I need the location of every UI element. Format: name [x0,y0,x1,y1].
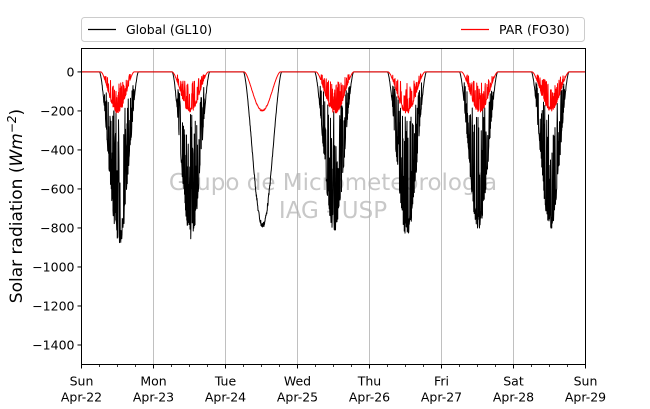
x-tick-weekday: Sat [503,374,524,389]
x-tick-date: Apr-25 [277,390,318,405]
grid-lines [153,48,514,365]
y-axis-label: Solar radiation (Wm−2) [5,109,27,303]
y-tick-label: −800 [40,220,74,235]
x-tick-weekday: Sun [70,374,94,389]
x-tick-weekday: Mon [140,374,166,389]
x-tick-date: Apr-23 [133,390,174,405]
y-tick-label: −1400 [32,337,74,352]
y-tick-label: −1000 [32,259,74,274]
x-tick-date: Apr-29 [565,390,606,405]
legend-frame [81,17,585,42]
y-tick-label: −200 [40,103,74,118]
series-line-par [81,71,586,114]
x-tick-weekday: Tue [214,374,237,389]
y-tick-label: −600 [40,181,74,196]
x-tick-weekday: Sun [574,374,598,389]
x-tick-weekday: Thu [357,374,381,389]
y-tick-label: −400 [40,142,74,157]
legend-label-global: Global (GL10) [126,22,212,37]
y-tick-label: 0 [67,64,75,79]
x-tick-date: Apr-26 [349,390,390,405]
legend-label-par: PAR (FO30) [499,22,570,37]
x-tick-date: Apr-27 [421,390,462,405]
x-tick-weekday: Fri [434,374,449,389]
x-tick-weekday: Wed [284,374,311,389]
plot-area [81,71,586,244]
legend: Global (GL10) PAR (FO30) [81,17,585,42]
y-axis: 0 −200 −400 −600 −800 −1000 −1200 −1400 [32,64,82,352]
x-tick-date: Apr-22 [61,390,102,405]
x-tick-date: Apr-24 [205,390,246,405]
x-tick-date: Apr-28 [493,390,534,405]
y-tick-label: −1200 [32,298,74,313]
x-axis: SunApr-22MonApr-23TueApr-24WedApr-25ThuA… [61,364,606,405]
